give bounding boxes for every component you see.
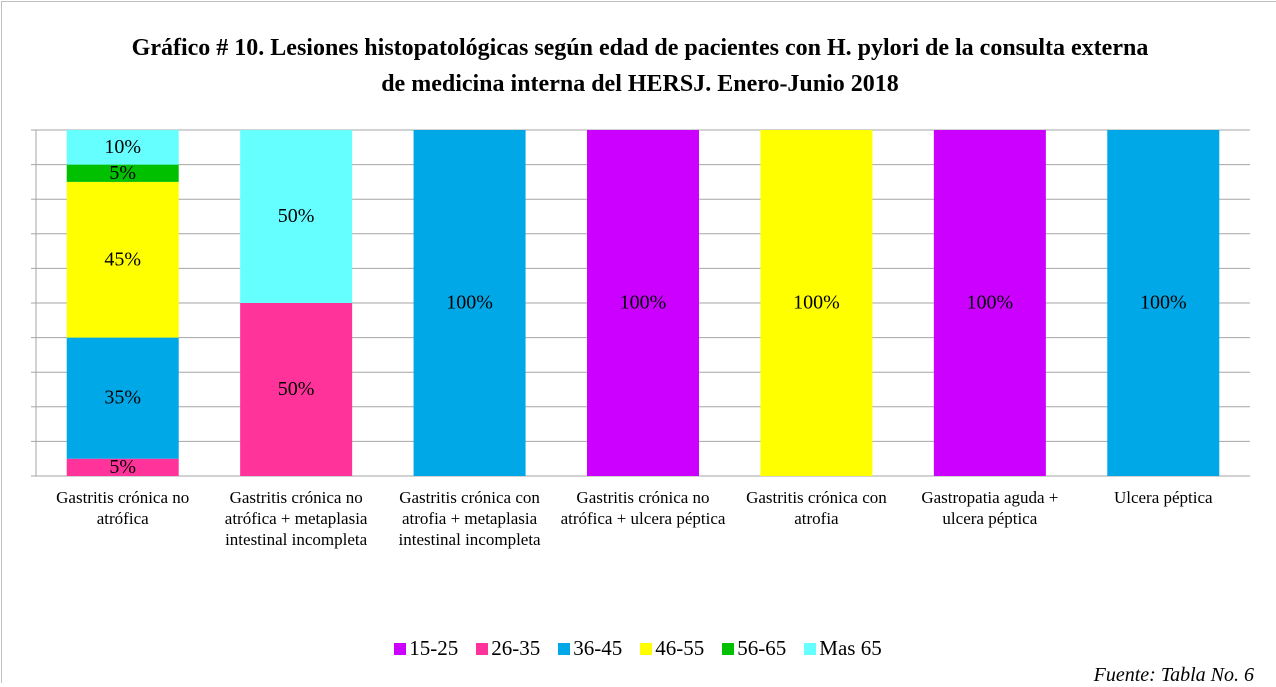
data-label: 45% bbox=[104, 248, 141, 270]
legend-item: 15-25 bbox=[394, 636, 458, 661]
data-label: 100% bbox=[446, 292, 493, 314]
x-tick-label: Gastritis crónica no atrófica + ulcera p… bbox=[556, 487, 729, 529]
legend-label: 46-55 bbox=[655, 636, 704, 661]
data-label: 100% bbox=[967, 292, 1014, 314]
x-tick-label: Gastritis crónica no atrófica + metaplas… bbox=[209, 487, 382, 550]
data-label: 100% bbox=[793, 292, 840, 314]
legend-label: 36-45 bbox=[573, 636, 622, 661]
data-label: 5% bbox=[109, 162, 136, 184]
legend-item: 36-45 bbox=[558, 636, 622, 661]
data-label: 100% bbox=[620, 292, 667, 314]
x-tick-label: Ulcera péptica bbox=[1077, 487, 1250, 508]
data-label: 35% bbox=[104, 387, 141, 409]
x-tick-label: Gastropatia aguda + ulcera péptica bbox=[903, 487, 1076, 529]
legend: 15-25 26-35 36-45 46-55 56-65 Mas 65 bbox=[0, 636, 1276, 661]
data-label: 100% bbox=[1140, 292, 1187, 314]
chart-title: Gráfico # 10. Lesiones histopatológicas … bbox=[120, 30, 1160, 102]
legend-swatch bbox=[722, 643, 734, 655]
data-label: 50% bbox=[278, 205, 315, 227]
x-tick-label: Gastritis crónica con atrofia bbox=[730, 487, 903, 529]
legend-label: 26-35 bbox=[491, 636, 540, 661]
legend-item: 56-65 bbox=[722, 636, 786, 661]
x-tick-label: Gastritis crónica con atrofia + metaplas… bbox=[383, 487, 556, 550]
legend-swatch bbox=[394, 643, 406, 655]
x-tick-label: Gastritis crónica no atrófica bbox=[36, 487, 209, 529]
legend-swatch bbox=[804, 643, 816, 655]
data-label: 10% bbox=[104, 136, 141, 158]
legend-label: 15-25 bbox=[409, 636, 458, 661]
legend-swatch bbox=[476, 643, 488, 655]
source: Fuente: Tabla No. 6 bbox=[1094, 664, 1254, 687]
legend-swatch bbox=[558, 643, 570, 655]
legend-label: Mas 65 bbox=[819, 636, 881, 661]
legend-item: 46-55 bbox=[640, 636, 704, 661]
data-label: 50% bbox=[278, 378, 315, 400]
legend-item: Mas 65 bbox=[804, 636, 881, 661]
legend-swatch bbox=[640, 643, 652, 655]
data-label: 5% bbox=[109, 456, 136, 478]
legend-item: 26-35 bbox=[476, 636, 540, 661]
legend-label: 56-65 bbox=[737, 636, 786, 661]
